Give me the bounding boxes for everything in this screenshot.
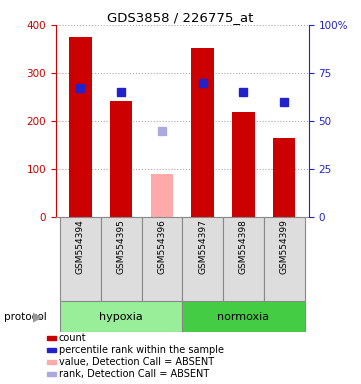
Bar xyxy=(223,217,264,301)
Bar xyxy=(60,301,182,332)
Text: GSM554397: GSM554397 xyxy=(198,220,207,275)
Text: value, Detection Call = ABSENT: value, Detection Call = ABSENT xyxy=(59,357,214,367)
Text: normoxia: normoxia xyxy=(217,312,270,322)
Text: percentile rank within the sample: percentile rank within the sample xyxy=(59,345,224,355)
Text: hypoxia: hypoxia xyxy=(99,312,143,322)
Bar xyxy=(182,217,223,301)
Bar xyxy=(47,372,56,376)
Bar xyxy=(101,217,142,301)
Text: GSM554398: GSM554398 xyxy=(239,220,248,275)
Bar xyxy=(264,217,305,301)
Text: GSM554395: GSM554395 xyxy=(117,220,126,275)
Bar xyxy=(142,217,182,301)
Bar xyxy=(232,113,255,217)
Bar xyxy=(69,37,92,217)
Text: rank, Detection Call = ABSENT: rank, Detection Call = ABSENT xyxy=(59,369,209,379)
Text: GSM554396: GSM554396 xyxy=(157,220,166,275)
Text: ▶: ▶ xyxy=(33,310,43,323)
Bar xyxy=(47,336,56,340)
Bar xyxy=(60,217,101,301)
Text: GSM554394: GSM554394 xyxy=(76,220,85,274)
Text: GSM554399: GSM554399 xyxy=(280,220,289,275)
Text: count: count xyxy=(59,333,86,343)
Text: GDS3858 / 226775_at: GDS3858 / 226775_at xyxy=(107,12,254,25)
Bar xyxy=(47,348,56,352)
Bar xyxy=(151,174,173,217)
Bar xyxy=(182,301,305,332)
Bar xyxy=(47,361,56,364)
Bar xyxy=(273,138,295,217)
Bar xyxy=(191,48,214,217)
Bar xyxy=(110,101,132,217)
Text: protocol: protocol xyxy=(4,312,46,322)
